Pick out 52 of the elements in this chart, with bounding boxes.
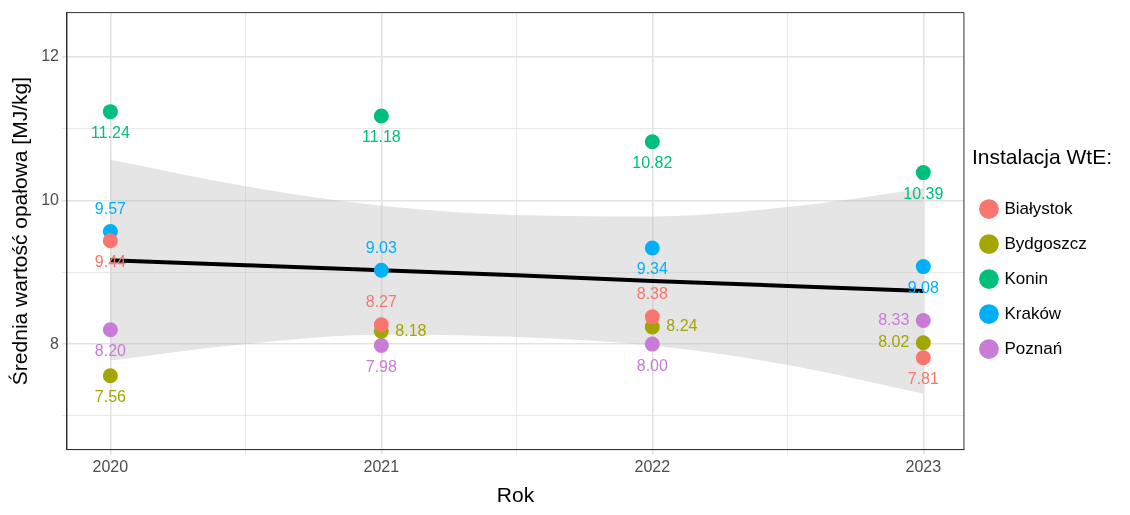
point bbox=[644, 336, 660, 352]
point bbox=[102, 104, 118, 120]
point bbox=[644, 309, 660, 325]
y-tick-label: 10 bbox=[41, 191, 60, 209]
x-tick-label: 2021 bbox=[363, 457, 400, 475]
x-tick-label: 2020 bbox=[92, 457, 129, 475]
x-tick-label: 2022 bbox=[634, 457, 671, 475]
data-label: 9.08 bbox=[907, 279, 939, 297]
point bbox=[373, 338, 389, 354]
data-label: 10.82 bbox=[632, 154, 673, 172]
data-label: 8.38 bbox=[636, 285, 668, 303]
y-axis-title: Średnia wartość opałowa [MJ/kg] bbox=[8, 77, 32, 386]
point bbox=[373, 262, 389, 278]
data-label: 7.56 bbox=[94, 388, 127, 406]
point bbox=[102, 368, 118, 384]
point bbox=[373, 317, 389, 333]
point bbox=[915, 165, 931, 181]
y-tick-label: 12 bbox=[41, 47, 60, 65]
legend-label: Poznań bbox=[1004, 338, 1063, 358]
data-label: 9.44 bbox=[94, 253, 127, 271]
data-label: 9.34 bbox=[636, 260, 668, 278]
data-label: 8.20 bbox=[94, 342, 127, 360]
point bbox=[373, 108, 389, 124]
x-tick-label: 2023 bbox=[905, 457, 942, 475]
data-label: 8.02 bbox=[878, 333, 910, 351]
data-label: 10.39 bbox=[903, 185, 944, 203]
point bbox=[915, 259, 931, 275]
point bbox=[915, 312, 931, 328]
data-label: 7.81 bbox=[907, 370, 939, 388]
data-label: 8.27 bbox=[365, 293, 398, 311]
data-label: 8.33 bbox=[878, 310, 910, 328]
data-label: 8.18 bbox=[395, 321, 427, 339]
point bbox=[102, 322, 118, 338]
point bbox=[915, 335, 931, 351]
legend-title: Instalacja WtE: bbox=[971, 144, 1113, 168]
point bbox=[644, 240, 660, 256]
data-label: 9.03 bbox=[365, 238, 398, 256]
point bbox=[102, 233, 118, 249]
data-label: 8.00 bbox=[636, 356, 668, 374]
data-label: 8.24 bbox=[666, 317, 698, 335]
x-axis-title: Rok bbox=[496, 483, 535, 507]
legend-label: Bydgoszcz bbox=[1004, 233, 1087, 253]
point bbox=[644, 134, 660, 150]
data-label: 11.18 bbox=[361, 128, 401, 146]
data-label: 11.24 bbox=[90, 124, 130, 142]
point bbox=[915, 350, 931, 366]
legend-label: Konin bbox=[1004, 268, 1048, 288]
legend-label: Kraków bbox=[1004, 303, 1062, 323]
legend-label: Białystok bbox=[1004, 198, 1073, 218]
data-label: 7.98 bbox=[365, 357, 398, 375]
y-tick-label: 8 bbox=[50, 334, 60, 352]
data-label: 9.57 bbox=[94, 199, 127, 217]
